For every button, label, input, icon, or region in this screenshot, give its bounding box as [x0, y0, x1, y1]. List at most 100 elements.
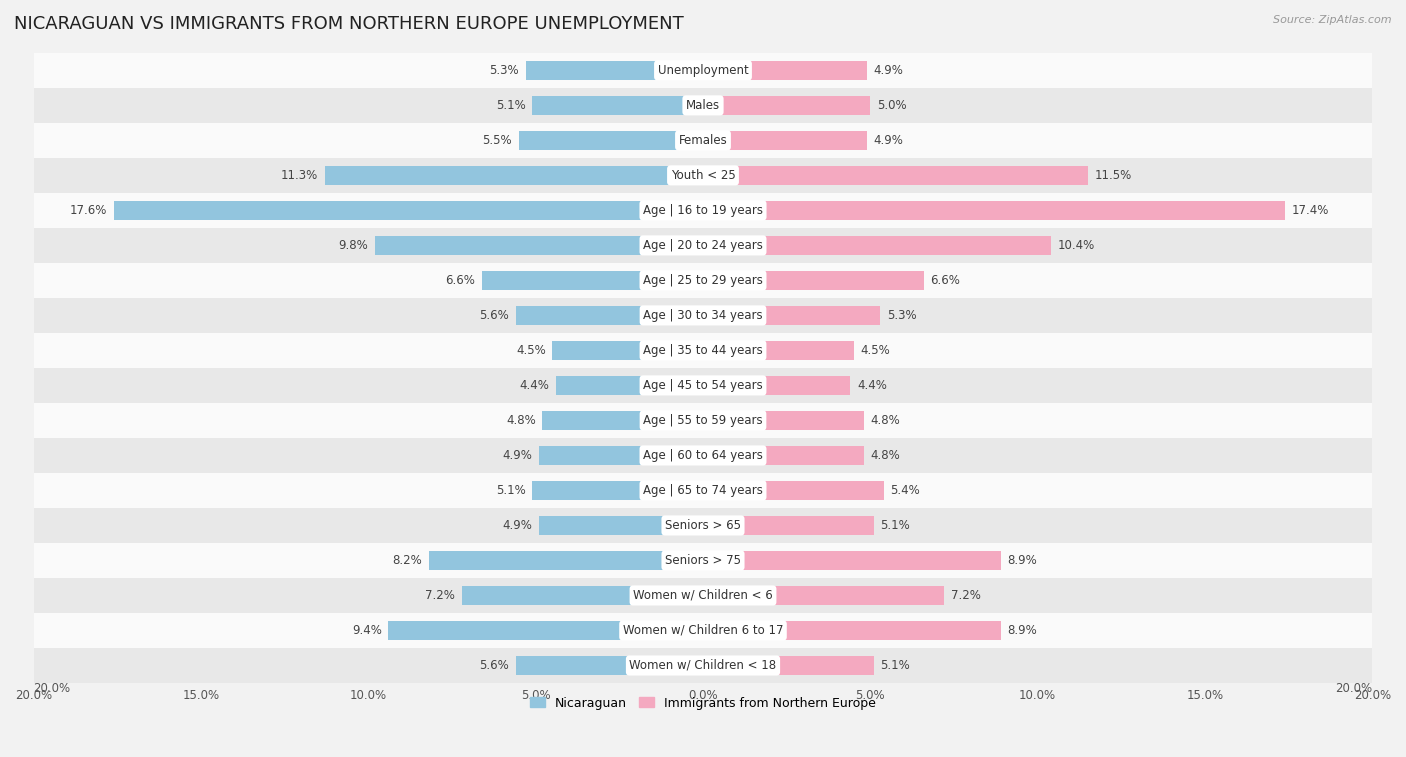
- Text: 4.4%: 4.4%: [858, 379, 887, 392]
- Bar: [703, 621, 1001, 640]
- Bar: [482, 271, 703, 290]
- Bar: [34, 508, 1372, 543]
- Text: 5.1%: 5.1%: [496, 484, 526, 497]
- Bar: [703, 481, 884, 500]
- Bar: [388, 621, 703, 640]
- Legend: Nicaraguan, Immigrants from Northern Europe: Nicaraguan, Immigrants from Northern Eur…: [524, 692, 882, 715]
- Text: Women w/ Children 6 to 17: Women w/ Children 6 to 17: [623, 624, 783, 637]
- Bar: [703, 516, 873, 535]
- Text: 5.4%: 5.4%: [890, 484, 920, 497]
- Text: Youth < 25: Youth < 25: [671, 169, 735, 182]
- Bar: [533, 481, 703, 500]
- Text: 8.9%: 8.9%: [1008, 554, 1038, 567]
- Bar: [703, 446, 863, 465]
- Bar: [34, 263, 1372, 298]
- Text: 20.0%: 20.0%: [34, 682, 70, 695]
- Bar: [34, 193, 1372, 228]
- Bar: [703, 61, 868, 80]
- Text: Seniors > 75: Seniors > 75: [665, 554, 741, 567]
- Bar: [543, 411, 703, 430]
- Text: 4.8%: 4.8%: [870, 414, 900, 427]
- Text: Unemployment: Unemployment: [658, 64, 748, 77]
- Text: Age | 35 to 44 years: Age | 35 to 44 years: [643, 344, 763, 357]
- Bar: [519, 131, 703, 150]
- Text: Age | 60 to 64 years: Age | 60 to 64 years: [643, 449, 763, 462]
- Text: 10.4%: 10.4%: [1057, 239, 1095, 252]
- Text: Age | 16 to 19 years: Age | 16 to 19 years: [643, 204, 763, 217]
- Bar: [703, 271, 924, 290]
- Bar: [463, 586, 703, 605]
- Bar: [703, 341, 853, 360]
- Bar: [553, 341, 703, 360]
- Text: 9.4%: 9.4%: [352, 624, 381, 637]
- Bar: [703, 95, 870, 115]
- Bar: [703, 166, 1088, 185]
- Bar: [34, 473, 1372, 508]
- Bar: [516, 306, 703, 325]
- Text: Source: ZipAtlas.com: Source: ZipAtlas.com: [1274, 15, 1392, 25]
- Text: 11.5%: 11.5%: [1095, 169, 1132, 182]
- Text: 4.9%: 4.9%: [502, 449, 533, 462]
- Bar: [703, 201, 1285, 220]
- Text: Age | 65 to 74 years: Age | 65 to 74 years: [643, 484, 763, 497]
- Text: NICARAGUAN VS IMMIGRANTS FROM NORTHERN EUROPE UNEMPLOYMENT: NICARAGUAN VS IMMIGRANTS FROM NORTHERN E…: [14, 15, 683, 33]
- Text: 4.9%: 4.9%: [873, 134, 904, 147]
- Text: Age | 25 to 29 years: Age | 25 to 29 years: [643, 274, 763, 287]
- Text: 4.8%: 4.8%: [506, 414, 536, 427]
- Text: 4.8%: 4.8%: [870, 449, 900, 462]
- Bar: [538, 446, 703, 465]
- Bar: [703, 131, 868, 150]
- Bar: [34, 88, 1372, 123]
- Bar: [34, 368, 1372, 403]
- Bar: [375, 235, 703, 255]
- Text: Age | 55 to 59 years: Age | 55 to 59 years: [643, 414, 763, 427]
- Bar: [34, 648, 1372, 683]
- Bar: [34, 438, 1372, 473]
- Text: Women w/ Children < 6: Women w/ Children < 6: [633, 589, 773, 602]
- Text: 4.5%: 4.5%: [860, 344, 890, 357]
- Text: Seniors > 65: Seniors > 65: [665, 519, 741, 532]
- Bar: [703, 306, 880, 325]
- Bar: [34, 298, 1372, 333]
- Bar: [34, 403, 1372, 438]
- Text: 9.8%: 9.8%: [339, 239, 368, 252]
- Bar: [703, 235, 1052, 255]
- Bar: [114, 201, 703, 220]
- Text: 6.6%: 6.6%: [446, 274, 475, 287]
- Bar: [34, 53, 1372, 88]
- Text: Women w/ Children < 18: Women w/ Children < 18: [630, 659, 776, 672]
- Bar: [703, 375, 851, 395]
- Text: 8.2%: 8.2%: [392, 554, 422, 567]
- Text: Females: Females: [679, 134, 727, 147]
- Text: 4.5%: 4.5%: [516, 344, 546, 357]
- Text: Age | 30 to 34 years: Age | 30 to 34 years: [643, 309, 763, 322]
- Text: 17.4%: 17.4%: [1292, 204, 1330, 217]
- Text: 8.9%: 8.9%: [1008, 624, 1038, 637]
- Bar: [538, 516, 703, 535]
- Text: 5.1%: 5.1%: [880, 659, 910, 672]
- Bar: [703, 656, 873, 675]
- Text: Age | 45 to 54 years: Age | 45 to 54 years: [643, 379, 763, 392]
- Bar: [703, 586, 943, 605]
- Bar: [703, 551, 1001, 570]
- Text: 5.3%: 5.3%: [887, 309, 917, 322]
- Bar: [34, 333, 1372, 368]
- Bar: [703, 411, 863, 430]
- Bar: [516, 656, 703, 675]
- Text: 5.6%: 5.6%: [479, 659, 509, 672]
- Bar: [429, 551, 703, 570]
- Text: Males: Males: [686, 99, 720, 112]
- Text: 7.2%: 7.2%: [426, 589, 456, 602]
- Bar: [34, 543, 1372, 578]
- Bar: [34, 578, 1372, 613]
- Text: 5.1%: 5.1%: [880, 519, 910, 532]
- Bar: [533, 95, 703, 115]
- Bar: [34, 158, 1372, 193]
- Text: 4.9%: 4.9%: [873, 64, 904, 77]
- Bar: [555, 375, 703, 395]
- Text: 5.0%: 5.0%: [877, 99, 907, 112]
- Text: Age | 20 to 24 years: Age | 20 to 24 years: [643, 239, 763, 252]
- Text: 5.3%: 5.3%: [489, 64, 519, 77]
- Bar: [526, 61, 703, 80]
- Text: 20.0%: 20.0%: [1336, 682, 1372, 695]
